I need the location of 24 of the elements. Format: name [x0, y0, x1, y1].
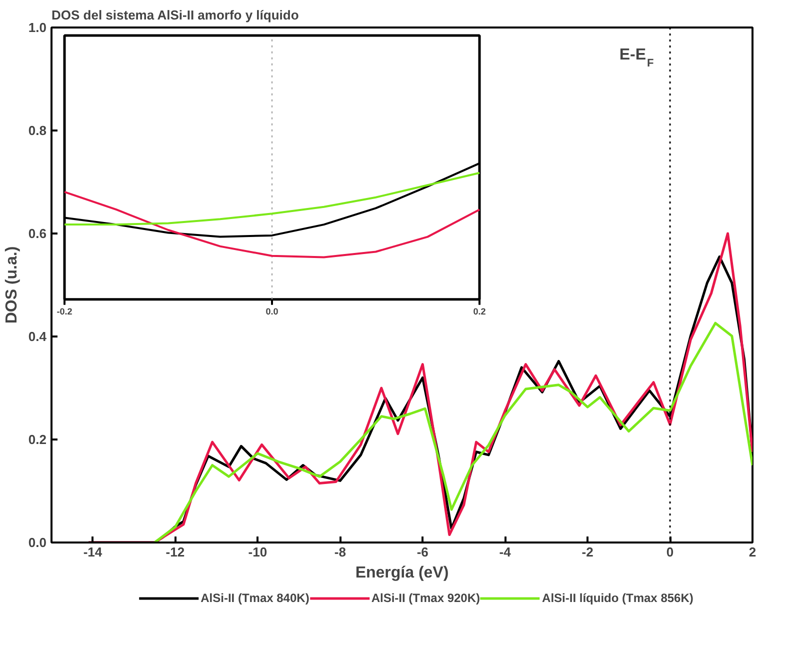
legend-label: AlSi-II (Tmax 920K): [371, 591, 480, 605]
x-tick-label: -0.2: [56, 306, 72, 317]
y-tick-label: 0.6: [28, 226, 47, 241]
y-tick-label: 0.4: [28, 329, 48, 344]
x-tick-label: -8: [334, 544, 346, 560]
x-tick-label: -6: [416, 544, 428, 560]
legend-label: AlSi-II (Tmax 840K): [200, 591, 310, 605]
x-tick-label: 0.2: [473, 306, 486, 317]
x-tick-label: 2: [748, 544, 756, 560]
x-tick-label: 0.0: [266, 306, 278, 317]
x-tick-label: -12: [166, 544, 185, 560]
x-tick-label: -14: [83, 544, 103, 560]
y-tick-label: 0.8: [28, 123, 47, 138]
y-tick-label: 1.0: [28, 20, 47, 35]
x-tick-label: -10: [248, 544, 268, 560]
x-axis-title: Energía (eV): [355, 564, 449, 582]
legend-label: AlSi-II líquido (Tmax 856K): [542, 591, 694, 605]
y-tick-label: 0.0: [28, 535, 47, 550]
x-tick-label: -2: [582, 544, 594, 560]
y-axis-title: DOS (u.a.): [3, 246, 20, 324]
x-tick-label: 0: [666, 544, 674, 560]
x-tick-label: -4: [499, 544, 512, 560]
y-tick-label: 0.2: [28, 432, 47, 447]
chart-title: DOS del sistema AlSi-II amorfo y líquido: [52, 8, 299, 22]
